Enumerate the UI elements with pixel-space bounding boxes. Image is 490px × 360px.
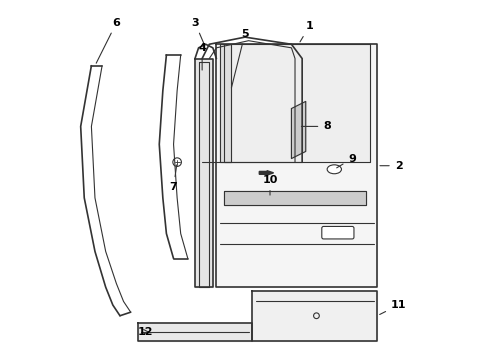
Text: 2: 2	[380, 161, 402, 171]
Text: 4: 4	[198, 43, 206, 70]
Ellipse shape	[327, 165, 342, 174]
Polygon shape	[223, 191, 367, 205]
Text: 10: 10	[262, 175, 278, 195]
Text: 3: 3	[191, 18, 205, 45]
Polygon shape	[195, 59, 213, 287]
Polygon shape	[220, 44, 231, 162]
Text: 5: 5	[231, 28, 249, 88]
Text: 1: 1	[300, 21, 313, 42]
Polygon shape	[252, 291, 377, 341]
Text: 9: 9	[337, 154, 356, 168]
Polygon shape	[223, 44, 370, 162]
Polygon shape	[217, 44, 377, 287]
FancyBboxPatch shape	[322, 226, 354, 239]
Text: 11: 11	[380, 300, 406, 315]
FancyArrow shape	[259, 171, 273, 175]
Text: 7: 7	[170, 165, 177, 192]
Polygon shape	[292, 102, 306, 158]
Text: 6: 6	[96, 18, 121, 63]
Text: 8: 8	[301, 121, 331, 131]
Polygon shape	[138, 323, 252, 341]
Text: 12: 12	[137, 327, 153, 337]
